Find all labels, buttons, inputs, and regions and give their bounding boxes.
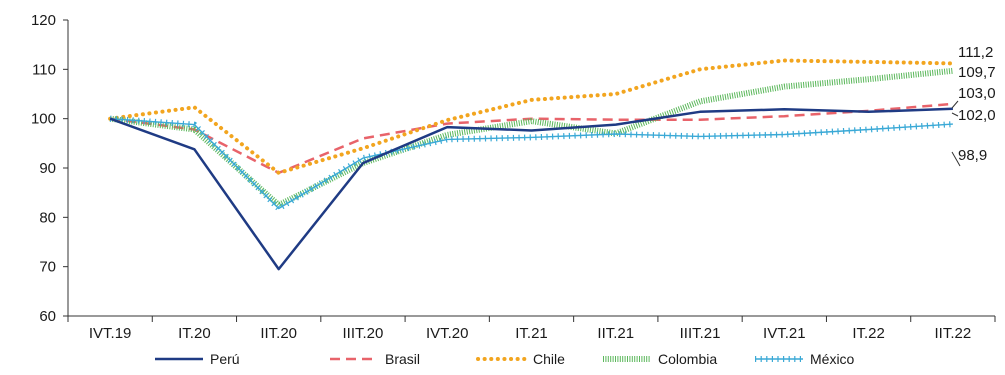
- x-tick-label: IIT.21: [597, 325, 634, 342]
- leader-line-peru: [951, 112, 959, 117]
- x-tick-label: IVT.20: [426, 325, 469, 342]
- series-line-colombia-group: [109, 67, 954, 208]
- legend-item-peru: Perú: [155, 351, 240, 367]
- legend-label-mexico: México: [810, 351, 855, 367]
- end-label-mexico: 98,9: [958, 147, 987, 164]
- y-tick-label: 120: [31, 12, 56, 29]
- leader-line-brasil: [951, 100, 959, 109]
- legend-item-colombia: Colombia: [603, 351, 717, 367]
- legend-item-chile: Chile: [476, 351, 565, 367]
- y-tick-label: 100: [31, 111, 56, 128]
- x-tick-label: IVT.19: [89, 325, 132, 342]
- y-tick-label: 70: [39, 259, 56, 276]
- x-tick-label: IIT.20: [260, 325, 297, 342]
- series-line-mexico-group: [109, 115, 954, 212]
- legend-label-colombia: Colombia: [658, 351, 717, 367]
- series-line-mexico: [110, 118, 953, 210]
- end-label-chile: 111,2: [958, 44, 993, 61]
- end-label-peru: 102,0: [958, 107, 996, 124]
- legend-label-peru: Perú: [210, 351, 240, 367]
- x-tick-label: IT.21: [515, 325, 548, 342]
- leader-line-mexico: [951, 151, 961, 167]
- y-tick-label: 110: [32, 61, 56, 78]
- legend-label-brasil: Brasil: [385, 351, 420, 367]
- x-tick-label: IT.22: [852, 325, 885, 342]
- y-tick-label: 90: [39, 160, 56, 177]
- series-line-colombia: [109, 67, 954, 208]
- end-labels: 111,2 109,7 103,0 102,0 98,9: [951, 44, 996, 167]
- y-tick-label: 80: [39, 209, 56, 226]
- series-layer: [108, 58, 955, 271]
- x-tick-label: IIT.22: [935, 325, 972, 342]
- series-line-mexico-chain: [109, 115, 954, 212]
- end-label-brasil: 103,0: [958, 85, 996, 102]
- series-line-peru: [109, 107, 953, 271]
- x-tick-label: IVT.21: [763, 325, 806, 342]
- legend-item-brasil: Brasil: [330, 351, 420, 367]
- legend-label-chile: Chile: [533, 351, 565, 367]
- series-line-chile: [108, 58, 955, 175]
- series-line-chile-group: [108, 58, 955, 175]
- legend-item-mexico: México: [755, 351, 855, 367]
- series-line-peru-group: [109, 107, 953, 271]
- x-tick-label: IT.20: [178, 325, 211, 342]
- legend: Perú Brasil Chile Colombia México: [155, 351, 855, 367]
- y-tick-label: 60: [39, 308, 56, 325]
- axes: 60 70 80 90 100 110 120 IVT.19 IT.20 IIT.20 IIIT.2…: [31, 12, 996, 342]
- x-tick-label: IIIT.20: [343, 325, 384, 342]
- end-label-colombia: 109,7: [958, 64, 996, 81]
- x-tick-label: IIIT.21: [680, 325, 721, 342]
